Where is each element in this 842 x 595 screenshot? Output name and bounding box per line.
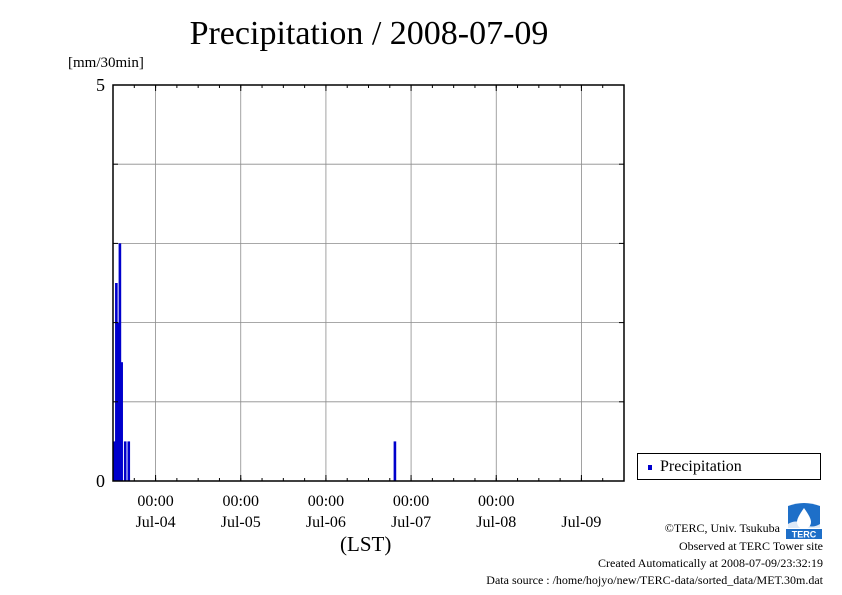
y-tick-label: 5 bbox=[96, 75, 105, 95]
created-timestamp-text: Created Automatically at 2008-07-09/23:3… bbox=[598, 556, 823, 570]
y-axis-unit-label: [mm/30min] bbox=[68, 55, 144, 71]
x-time-tick-label: 00:00 bbox=[393, 493, 429, 510]
legend-swatch bbox=[648, 465, 652, 470]
x-date-tick-label: Jul-05 bbox=[221, 514, 261, 531]
precipitation-bar bbox=[113, 441, 116, 481]
precipitation-bar bbox=[120, 362, 123, 481]
precipitation-bar bbox=[123, 441, 127, 481]
x-axis-label: (LST) bbox=[340, 532, 392, 556]
observation-site-text: Observed at TERC Tower site bbox=[678, 539, 823, 553]
x-date-tick-label: Jul-04 bbox=[136, 514, 176, 531]
precipitation-bar bbox=[118, 243, 122, 481]
data-source-text: Data source : /home/hojyo/new/TERC-data/… bbox=[486, 573, 823, 587]
legend: Precipitation bbox=[637, 453, 821, 480]
grid bbox=[113, 85, 624, 481]
x-time-tick-label: 00:00 bbox=[478, 493, 514, 510]
x-time-tick-label: 00:00 bbox=[223, 493, 259, 510]
logo-text: TERC bbox=[792, 530, 817, 540]
precipitation-bar bbox=[127, 441, 131, 481]
plot-frame bbox=[112, 84, 625, 482]
bars bbox=[113, 243, 397, 481]
copyright-text: ©TERC, Univ. Tsukuba bbox=[664, 521, 780, 535]
x-date-tick-label: Jul-09 bbox=[561, 514, 601, 531]
x-time-tick-label: 00:00 bbox=[308, 493, 344, 510]
x-date-tick-label: Jul-08 bbox=[476, 514, 516, 531]
terc-logo: TERC bbox=[784, 502, 824, 540]
legend-label: Precipitation bbox=[660, 458, 742, 475]
y-tick-label: 0 bbox=[96, 471, 105, 491]
precipitation-bar bbox=[115, 283, 118, 481]
precipitation-bar bbox=[116, 322, 120, 481]
x-time-tick-label: 00:00 bbox=[137, 493, 173, 510]
chart-title: Precipitation / 2008-07-09 bbox=[189, 15, 549, 52]
precipitation-bar bbox=[393, 441, 397, 481]
tick-labels: 00:00 00:00 00:00 00:00 00:00 Jul-04 Jul-05 Jul… bbox=[96, 75, 601, 531]
x-date-tick-label: Jul-06 bbox=[306, 514, 346, 531]
ticks bbox=[113, 85, 624, 481]
x-date-tick-label: Jul-07 bbox=[391, 514, 431, 531]
